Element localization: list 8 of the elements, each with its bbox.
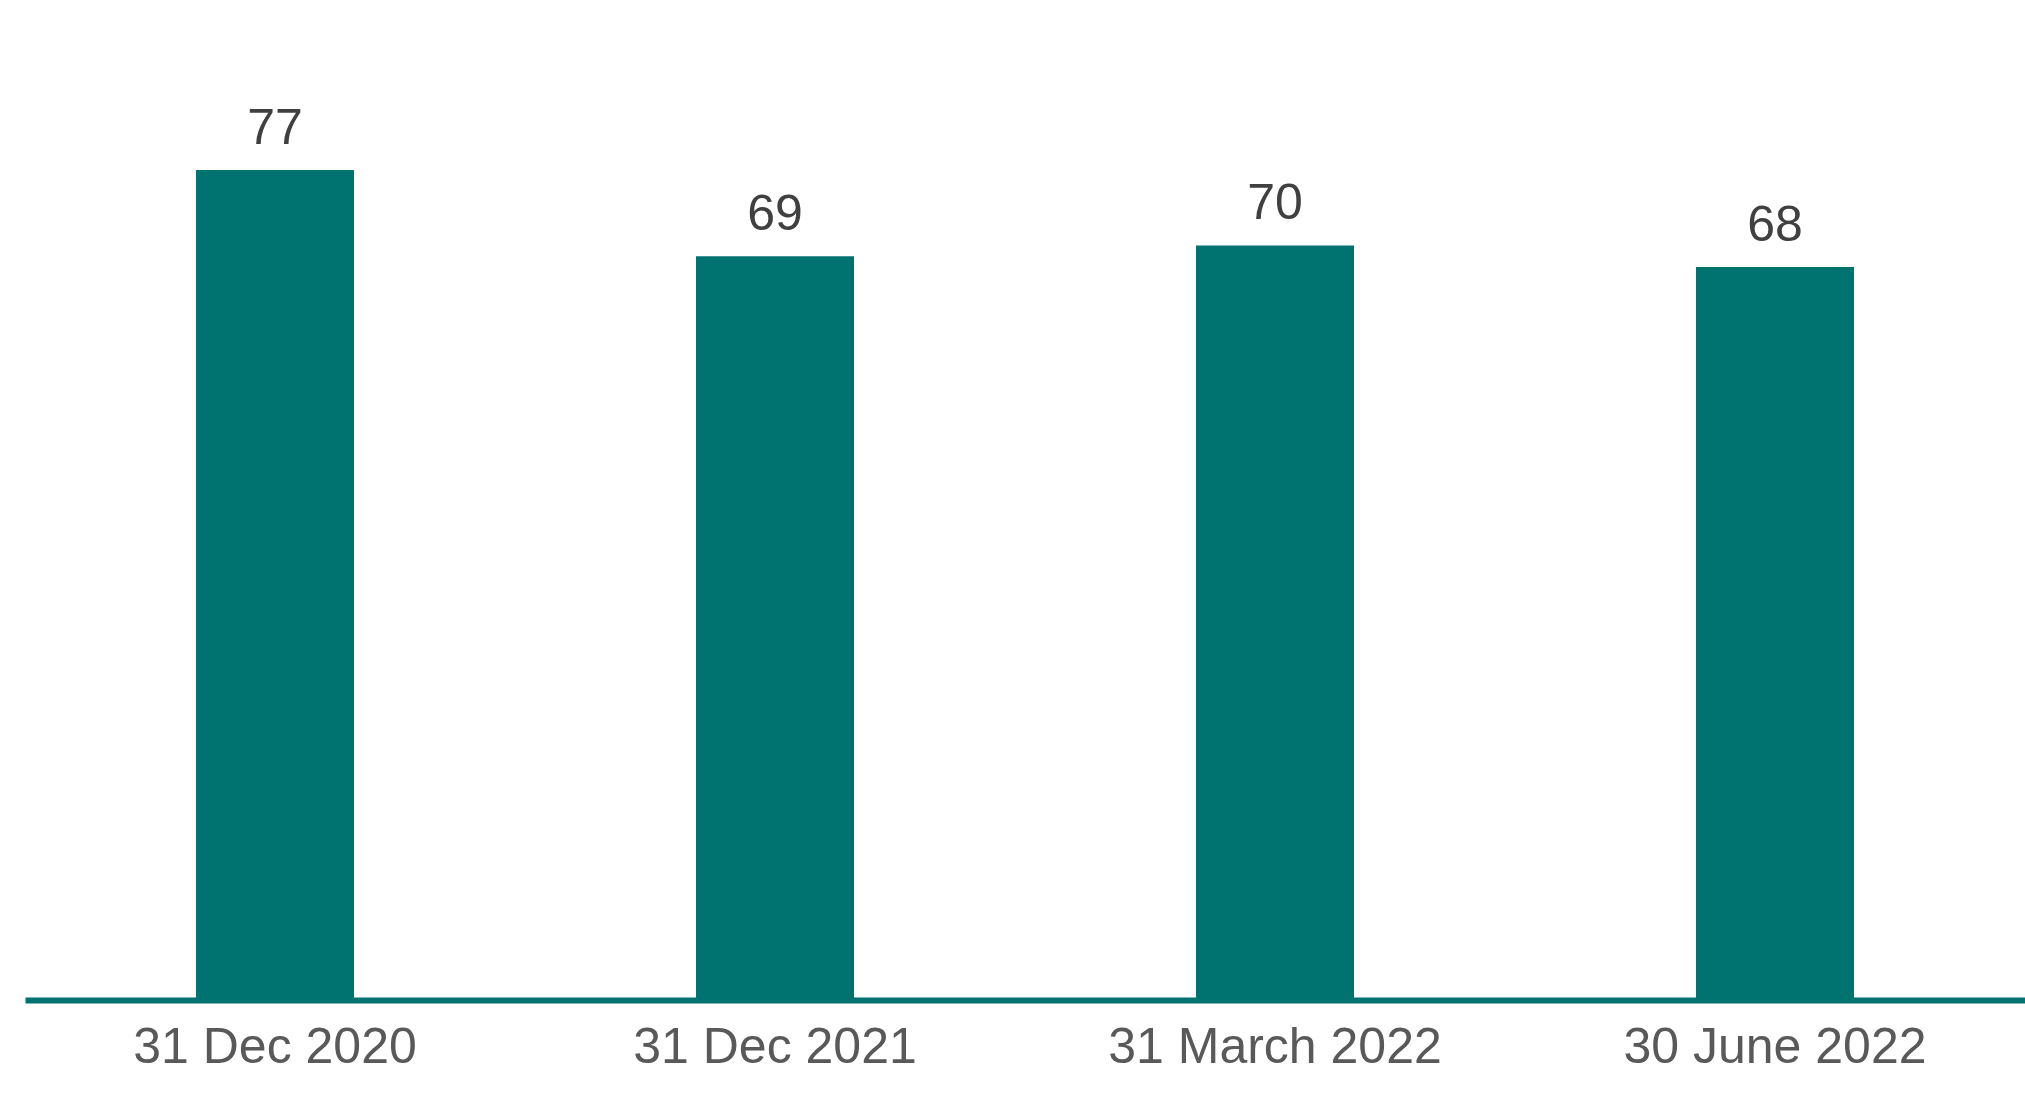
data-label: 69 (747, 185, 803, 242)
data-label: 77 (247, 99, 303, 155)
x-tick-label: 31 Dec 2021 (633, 1017, 917, 1074)
x-tick-label: 31 Dec 2020 (133, 1017, 417, 1074)
data-label: 70 (1247, 174, 1303, 231)
x-tick-label: 31 March 2022 (1108, 1017, 1442, 1074)
x-tick-label: 30 June 2022 (1623, 1017, 1927, 1074)
data-label: 68 (1747, 196, 1803, 253)
